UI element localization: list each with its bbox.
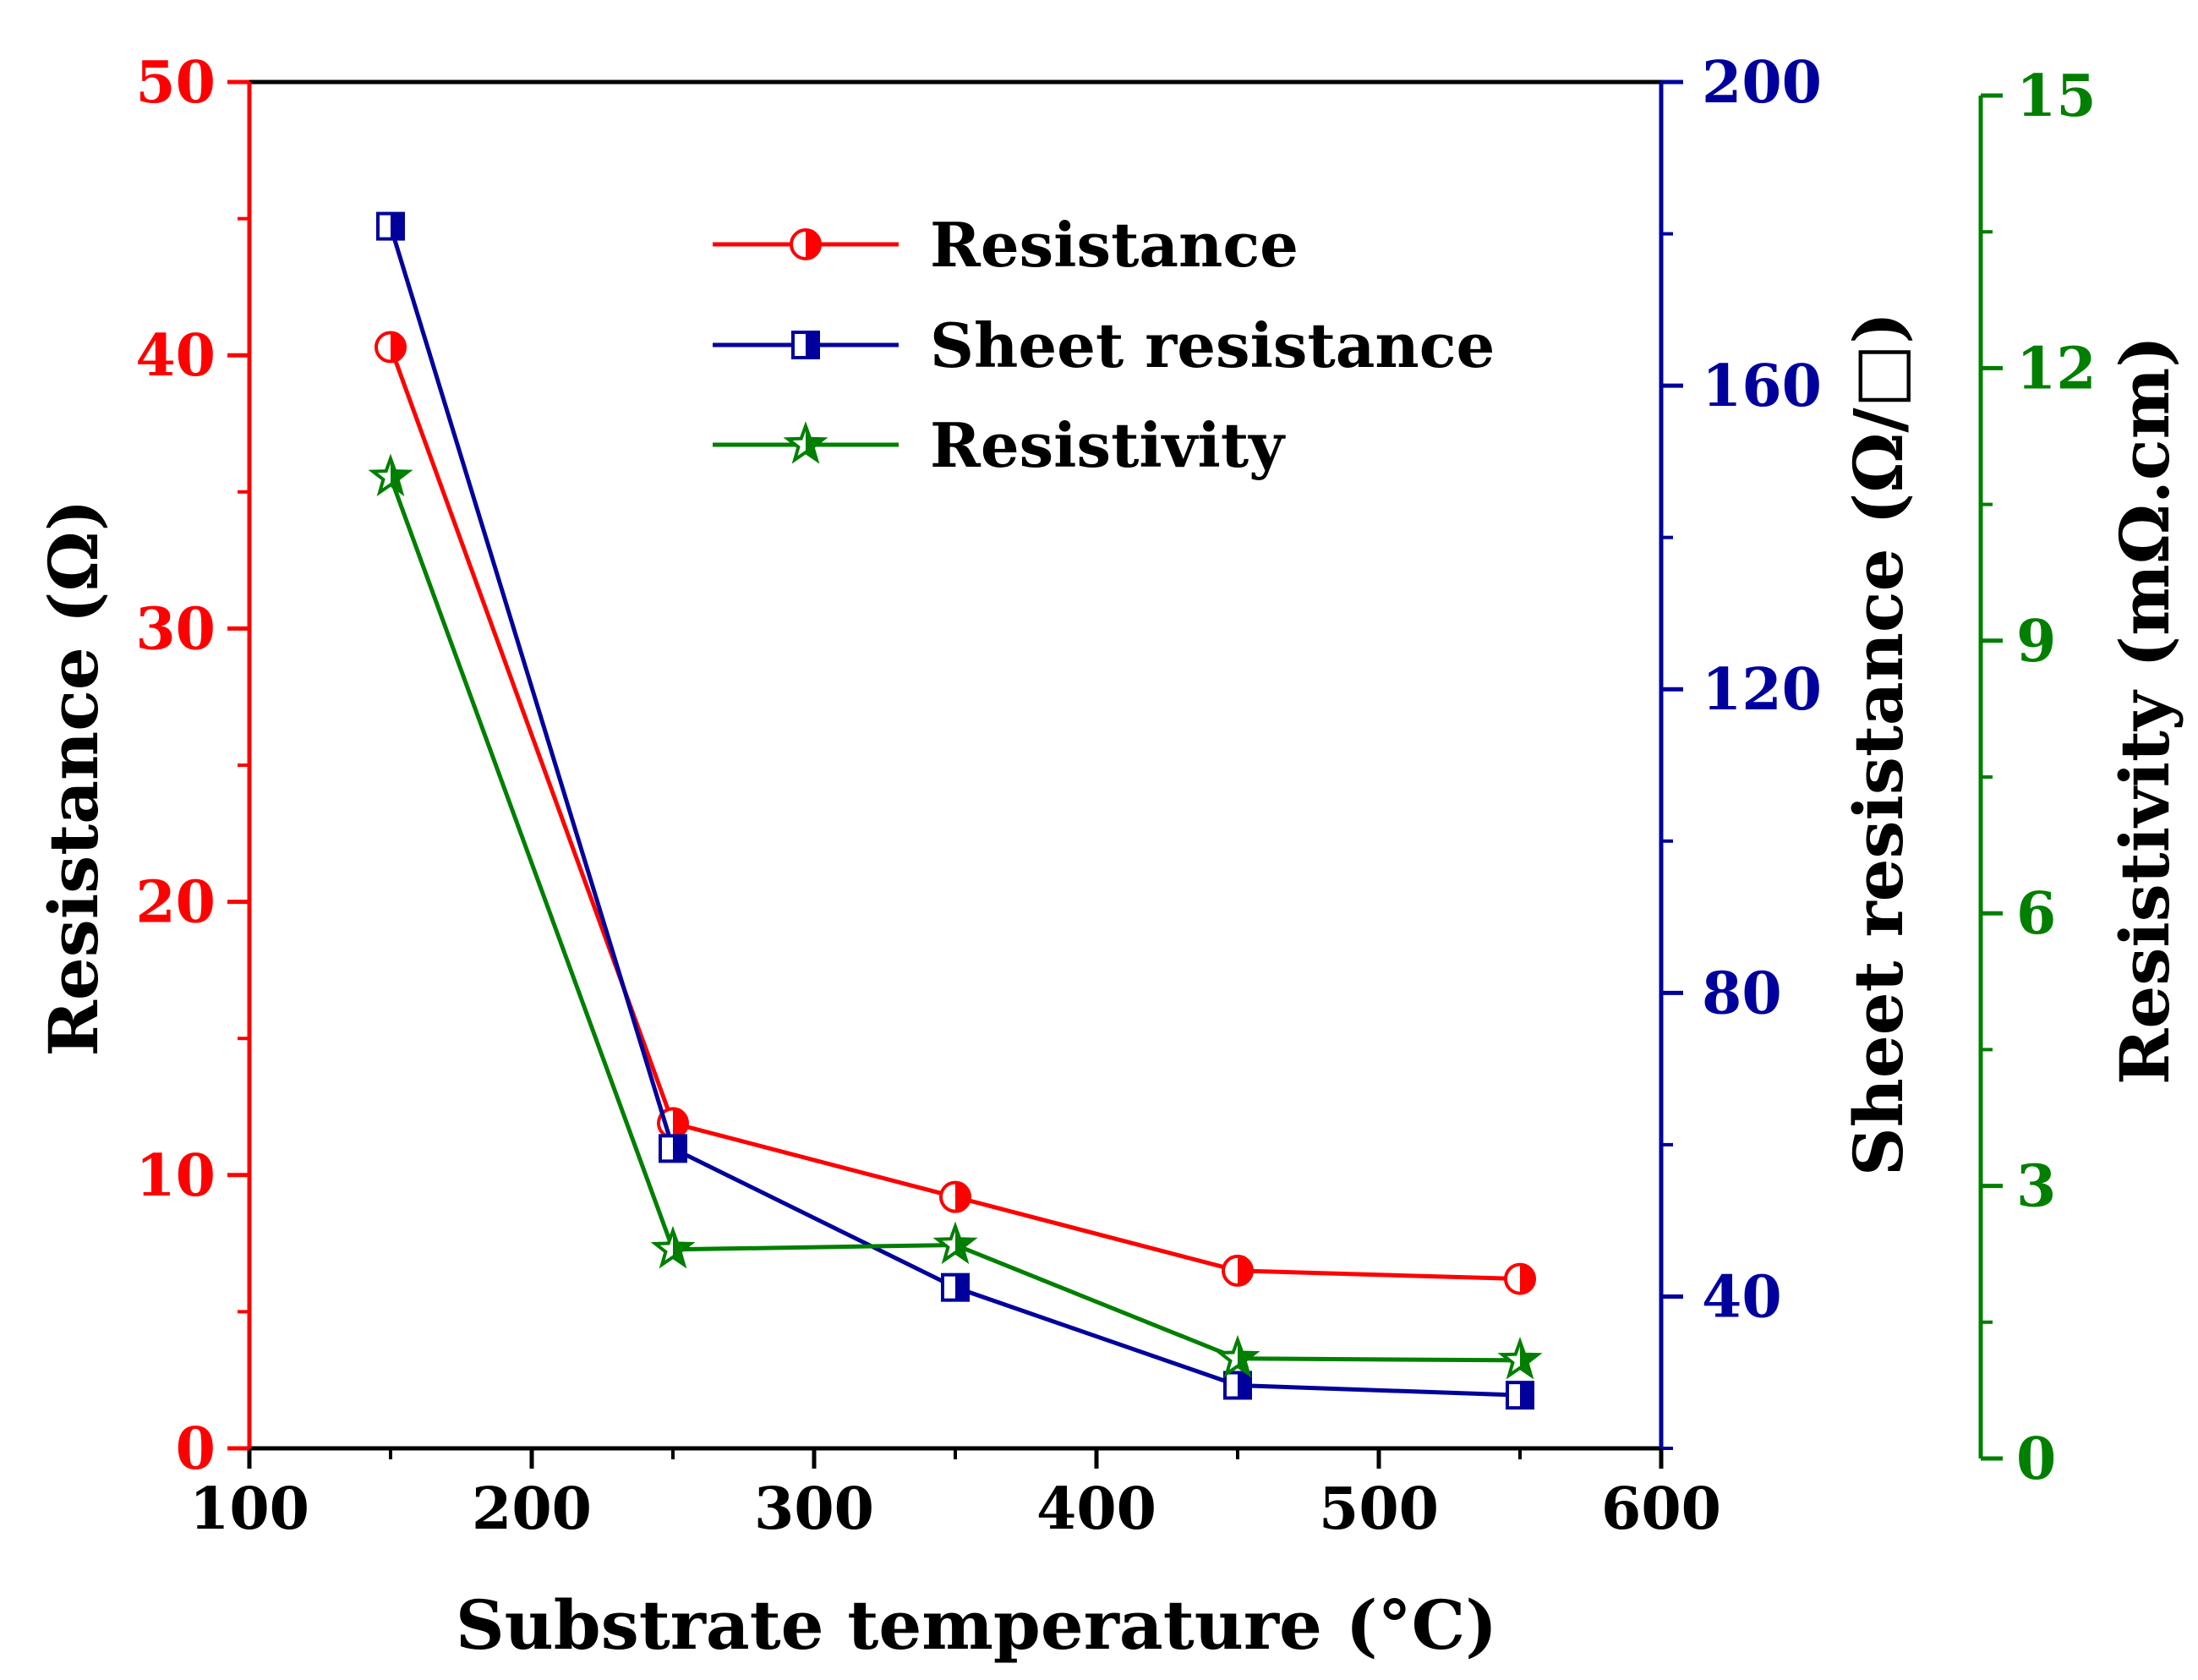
legend-label-resistivity: Resistivity xyxy=(930,409,1286,481)
x-tick-label: 400 xyxy=(1036,1475,1156,1543)
marker-fill xyxy=(391,458,408,493)
marker-fill xyxy=(1238,1339,1255,1374)
axes-layer: 100 200 300 400 500 6000102030405040801201602… xyxy=(135,49,2096,1543)
resistance-point xyxy=(1504,1262,1536,1295)
marker-fill xyxy=(955,1226,973,1261)
left-tick-label: 40 xyxy=(135,322,216,390)
sheet-resistance-tick-label: 160 xyxy=(1702,353,1822,420)
marker-fill xyxy=(1238,1256,1252,1285)
marker-fill xyxy=(391,213,403,239)
x-axis-title: Substrate temperature (°C) xyxy=(456,1585,1497,1665)
left-axis-title: Resistance (Ω) xyxy=(34,499,113,1056)
marker-fill xyxy=(673,1230,691,1265)
sheet-resistance-tick-label: 200 xyxy=(1702,49,1822,117)
x-tick-label: 300 xyxy=(754,1475,874,1543)
sheet-resistance-point xyxy=(1506,1381,1534,1410)
marker-fill xyxy=(673,1108,687,1138)
resistance-line xyxy=(388,346,1521,1282)
marker-fill xyxy=(1520,1382,1533,1409)
x-tick-label: 600 xyxy=(1601,1475,1721,1543)
resistance-point xyxy=(1222,1254,1254,1287)
left-tick-label: 20 xyxy=(135,869,216,937)
resistivity-tick-label: 9 xyxy=(2016,608,2056,676)
sheet-resistance-tick-label: 120 xyxy=(1702,656,1822,724)
marker-fill xyxy=(391,332,405,362)
sheet-resistance-axis-title: Sheet resistance (Ω/□) xyxy=(1839,312,1918,1176)
resistivity-tick-label: 6 xyxy=(2016,880,2056,948)
resistivity-point xyxy=(1215,1334,1260,1378)
left-tick-label: 50 xyxy=(135,49,216,117)
marker-fill xyxy=(1520,1341,1538,1376)
resistivity-axis-title: Resistivity (mΩ.cm) xyxy=(2105,336,2184,1085)
marker-fill xyxy=(1238,1372,1250,1398)
legend-label-resistance: Resistance xyxy=(930,209,1299,281)
legend-marker-resistivity xyxy=(783,421,828,464)
sheet-resistance-tick-label: 80 xyxy=(1702,960,1782,1027)
resistivity-tick-label: 0 xyxy=(2016,1426,2056,1493)
sheet-resistance-point xyxy=(376,211,405,241)
sheet-resistance-point xyxy=(1223,1371,1252,1400)
marker-fill xyxy=(955,1182,970,1212)
left-tick-label: 10 xyxy=(135,1142,216,1210)
marker-fill xyxy=(1520,1264,1534,1294)
resistance-point xyxy=(939,1180,971,1213)
x-tick-label: 200 xyxy=(472,1475,592,1543)
resistivity-point xyxy=(932,1221,978,1265)
legend-marker-resistance xyxy=(790,228,822,260)
marker-fill xyxy=(806,230,820,259)
legend-label-sheet-resistance: Sheet resistance xyxy=(930,309,1495,381)
resistivity-tick-label: 15 xyxy=(2016,63,2097,130)
legend-marker-sheet-resistance xyxy=(791,331,820,359)
sheet-resistance-point xyxy=(941,1272,970,1302)
marker-fill xyxy=(806,332,818,358)
resistivity-tick-label: 3 xyxy=(2016,1153,2056,1221)
series-layer xyxy=(368,211,1543,1410)
resistivity-point xyxy=(1497,1336,1543,1380)
resistivity-tick-label: 12 xyxy=(2016,335,2097,402)
resistance-point xyxy=(375,331,407,364)
marker-fill xyxy=(673,1136,686,1162)
resistivity-point xyxy=(650,1225,696,1269)
x-tick-label: 100 xyxy=(189,1475,309,1543)
x-tick-label: 500 xyxy=(1319,1475,1439,1543)
resistivity-point xyxy=(368,453,413,496)
legend: Resistance Sheet resistance Resistivity xyxy=(713,209,1495,481)
left-tick-label: 30 xyxy=(135,595,216,663)
sheet-resistance-point xyxy=(659,1134,687,1163)
marker-fill xyxy=(955,1274,968,1300)
marker-fill xyxy=(806,426,823,460)
sheet-resistance-tick-label: 40 xyxy=(1702,1263,1782,1331)
left-tick-label: 0 xyxy=(176,1415,216,1483)
